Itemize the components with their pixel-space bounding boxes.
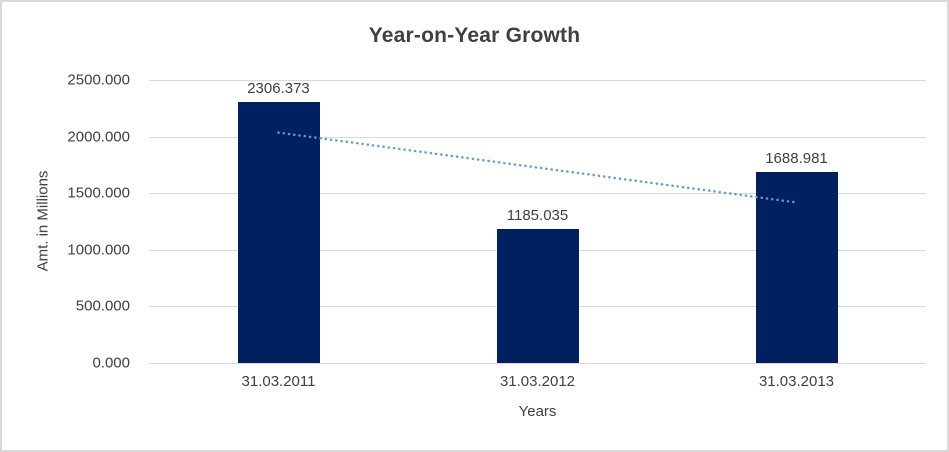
bar-value-label: 2306.373 [247, 79, 310, 97]
gridline [149, 363, 926, 364]
y-axis-tick-label: 2500.000 [67, 71, 130, 89]
y-axis-tick-label: 1000.000 [67, 241, 130, 259]
y-axis-tick-label: 2000.000 [67, 128, 130, 146]
plot-area: 2306.373 1185.035 1688.981 [149, 79, 926, 364]
bar [237, 101, 320, 363]
bar [496, 228, 579, 363]
y-axis: 2500.000 2000.000 1500.000 1000.000 500.000 0… [2, 72, 130, 372]
trendline-path [277, 131, 798, 204]
trendline [277, 131, 798, 204]
y-axis-tick-label: 500.000 [75, 297, 130, 315]
x-axis-tick-label: 31.03.2011 [241, 373, 316, 390]
x-axis-tick-label: 31.03.2012 [499, 373, 576, 390]
gridline [149, 136, 926, 138]
x-axis-tick-label: 31.03.2013 [758, 373, 835, 390]
chart-title: Year-on-Year Growth [368, 24, 581, 47]
y-axis-tick-label: 1500.000 [67, 184, 130, 202]
bar-value-label: 1185.035 [506, 206, 569, 224]
x-axis: 31.03.2011 31.03.2012 31.03.2013 [149, 373, 926, 393]
bar [755, 171, 838, 363]
x-axis-title: Years [518, 403, 557, 420]
y-axis-tick-label: 0.000 [92, 354, 130, 372]
gridline [149, 80, 926, 81]
bar-value-label: 1688.981 [765, 149, 828, 167]
gridline [149, 193, 926, 195]
